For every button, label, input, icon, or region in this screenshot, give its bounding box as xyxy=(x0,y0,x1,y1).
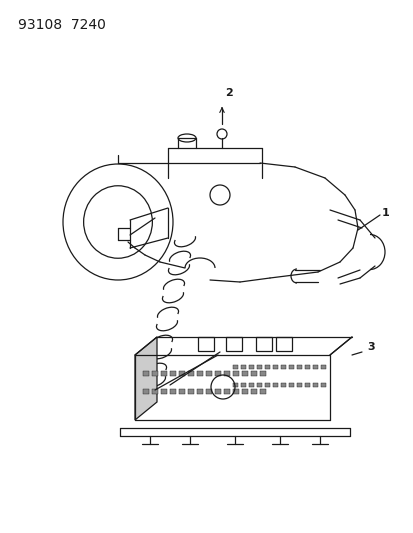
Bar xyxy=(161,371,166,376)
Bar xyxy=(304,365,309,369)
Bar xyxy=(280,365,285,369)
Bar xyxy=(264,383,269,387)
Bar xyxy=(320,365,325,369)
Bar xyxy=(288,365,293,369)
Bar xyxy=(296,365,301,369)
Bar xyxy=(142,389,149,394)
Text: 3: 3 xyxy=(366,342,374,352)
Bar xyxy=(161,389,166,394)
Bar xyxy=(214,371,221,376)
Bar xyxy=(272,383,277,387)
Bar xyxy=(223,371,230,376)
Bar xyxy=(233,365,237,369)
Bar xyxy=(248,365,254,369)
Text: 93108  7240: 93108 7240 xyxy=(18,18,106,32)
Bar xyxy=(225,337,242,351)
Bar xyxy=(250,371,256,376)
Bar xyxy=(188,389,194,394)
Bar xyxy=(233,383,237,387)
Bar xyxy=(275,337,291,351)
Bar xyxy=(312,365,317,369)
Bar xyxy=(197,389,202,394)
Bar xyxy=(206,389,211,394)
Bar xyxy=(152,371,158,376)
Bar xyxy=(259,389,266,394)
Bar xyxy=(240,365,245,369)
Bar xyxy=(259,371,266,376)
Bar xyxy=(256,383,261,387)
Bar xyxy=(256,365,261,369)
Bar xyxy=(170,371,176,376)
Bar xyxy=(312,383,317,387)
Bar xyxy=(242,371,247,376)
Bar xyxy=(178,371,185,376)
Bar xyxy=(223,389,230,394)
Bar xyxy=(240,383,245,387)
Bar xyxy=(272,365,277,369)
Text: 1: 1 xyxy=(381,208,389,218)
Bar xyxy=(170,389,176,394)
Bar xyxy=(255,337,271,351)
Bar xyxy=(197,337,214,351)
Bar xyxy=(320,383,325,387)
Bar xyxy=(197,371,202,376)
Bar xyxy=(188,371,194,376)
Bar xyxy=(248,383,254,387)
Text: 2: 2 xyxy=(224,88,232,98)
Bar xyxy=(280,383,285,387)
Bar xyxy=(296,383,301,387)
Bar xyxy=(242,389,247,394)
Bar xyxy=(233,371,238,376)
Bar xyxy=(206,371,211,376)
Bar xyxy=(214,389,221,394)
Bar xyxy=(264,365,269,369)
Bar xyxy=(152,389,158,394)
Bar xyxy=(288,383,293,387)
Polygon shape xyxy=(135,337,157,420)
Bar xyxy=(178,389,185,394)
Bar xyxy=(304,383,309,387)
Bar xyxy=(142,371,149,376)
Bar xyxy=(233,389,238,394)
Bar xyxy=(250,389,256,394)
